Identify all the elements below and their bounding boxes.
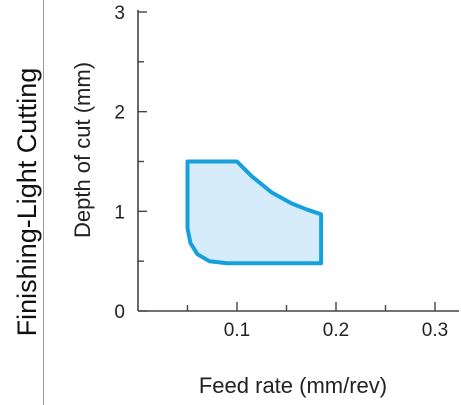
x-tick-label: 0.2 [323, 320, 349, 341]
y-tick-label: 1 [114, 202, 125, 223]
y-tick-label: 0 [114, 302, 125, 323]
y-tick-label: 2 [114, 103, 125, 124]
x-axis-title: Feed rate (mm/rev) [199, 373, 387, 398]
y-axis-title: Depth of cut (mm) [70, 62, 95, 238]
x-tick-label: 0.3 [422, 320, 448, 341]
x-tick-label: 0.1 [224, 320, 250, 341]
operating-region [185, 159, 324, 266]
divider [43, 0, 44, 405]
y-tick-label: 3 [114, 3, 125, 24]
